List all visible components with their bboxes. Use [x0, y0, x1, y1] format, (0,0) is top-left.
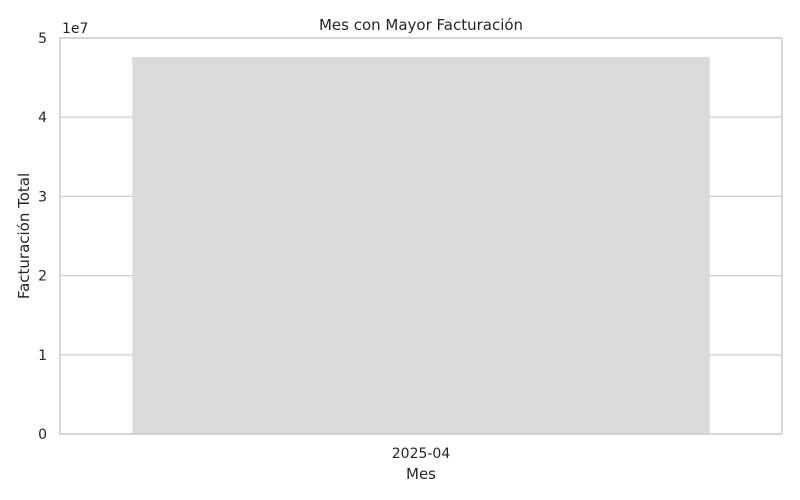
plot-frame: [59, 37, 783, 435]
x-tick-labels: 2025-04: [392, 446, 451, 462]
x-axis-label: Mes: [406, 465, 436, 483]
y-tick-label: 5: [38, 31, 47, 47]
bar-2025-04: [132, 57, 710, 435]
y-tick-label: 3: [38, 189, 47, 205]
y-axis-label: Facturación Total: [15, 173, 33, 299]
bars: [132, 57, 710, 435]
y-multiplier-label: 1e7: [62, 21, 88, 37]
y-tick-label: 1: [38, 348, 47, 364]
chart-title: Mes con Mayor Facturación: [319, 16, 523, 34]
y-tick-label: 2: [38, 269, 47, 285]
y-tick-label: 0: [38, 427, 47, 443]
x-tick-label: 2025-04: [392, 446, 451, 462]
y-tick-labels: 0 1 2 3 4 5: [38, 31, 47, 443]
y-tick-label: 4: [38, 110, 47, 126]
